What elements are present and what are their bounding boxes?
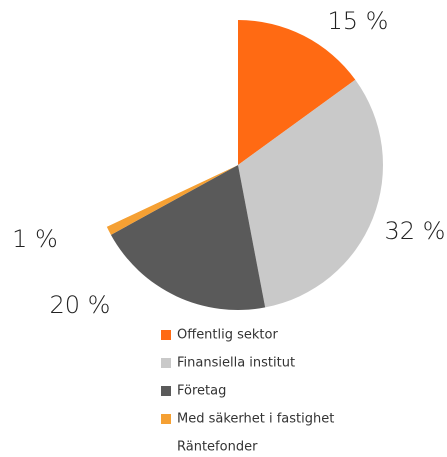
legend-swatch [161, 386, 171, 396]
legend-label: Finansiella institut [177, 356, 295, 371]
data-label: 32 % [385, 217, 446, 245]
pie-slice [92, 20, 238, 227]
data-label: 1 % [12, 225, 58, 253]
pie-slice [110, 165, 266, 310]
data-label: 15 % [328, 7, 389, 35]
legend-swatch [161, 358, 171, 368]
legend-label: Räntefonder [177, 440, 258, 455]
legend-swatch [161, 414, 171, 424]
pie-slice [106, 165, 238, 235]
pie-slice [238, 20, 356, 165]
data-label: 20 % [50, 291, 111, 319]
legend-label: Offentlig sektor [177, 328, 278, 343]
legend-swatch [161, 442, 171, 452]
legend-label: Med säkerhet i fastighet [177, 412, 334, 427]
legend-swatch [161, 330, 171, 340]
pie-slice [238, 79, 384, 308]
legend-label: Företag [177, 384, 226, 399]
